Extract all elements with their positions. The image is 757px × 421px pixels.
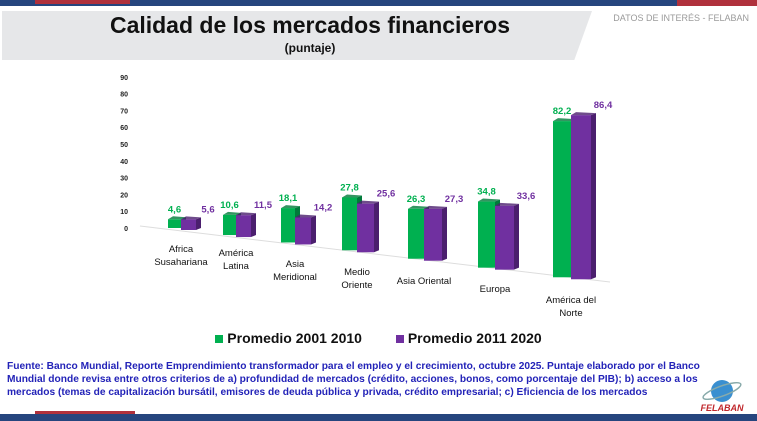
data-label: 34,8 [477, 187, 496, 198]
y-tick-label: 90 [120, 75, 128, 82]
title-panel [2, 11, 592, 60]
top-bar [0, 0, 757, 6]
data-label: 14,2 [314, 202, 333, 213]
data-label: 10,6 [220, 200, 239, 211]
category-label: Asia [286, 259, 305, 270]
data-label: 27,8 [340, 182, 359, 193]
bar-2001-2010 [408, 208, 424, 259]
data-label: 86,4 [594, 100, 613, 111]
bar-top [553, 118, 576, 122]
bar-side [374, 201, 379, 253]
bottom-accent [35, 411, 135, 415]
bottom-bar [0, 414, 757, 421]
floor-line [139, 225, 611, 283]
bar-top [236, 212, 256, 216]
data-label: 82,2 [553, 106, 572, 117]
bar-2011-2020 [424, 208, 442, 261]
y-tick-label: 10 [120, 209, 128, 216]
legend-swatch [215, 335, 224, 343]
bar-top [342, 194, 362, 198]
top-accent-right [677, 0, 757, 6]
category-label: Asia Oriental [397, 276, 451, 287]
bar-top [478, 198, 500, 202]
bar-2001-2010 [553, 121, 571, 278]
bar-top [424, 205, 447, 209]
legend-label: Promedio 2001 2010 [227, 330, 362, 346]
data-label: 33,6 [517, 191, 536, 202]
header-tag: DATOS DE INTERÉS - FELABAN [613, 13, 749, 23]
bar-side [196, 217, 201, 230]
data-label: 26,3 [407, 194, 426, 205]
bar-2011-2020 [181, 219, 196, 230]
bar-2001-2010 [281, 208, 295, 243]
bar-top [357, 200, 379, 204]
bar-2001-2010 [223, 214, 236, 236]
bar-top [281, 205, 300, 209]
bar-top [408, 205, 429, 209]
chart-title: Calidad de los mercados financieros [109, 12, 511, 38]
bar-2001-2010 [478, 201, 495, 268]
y-tick-label: 0 [124, 226, 128, 233]
category-label: Norte [559, 308, 582, 319]
chart-subtitle: (puntaje) [284, 41, 336, 55]
bar-side [251, 213, 256, 238]
bar-top [571, 112, 596, 116]
legend-item-2001-2010: Promedio 2001 2010 [215, 330, 362, 346]
data-label: 27,3 [445, 194, 464, 205]
y-tick-label: 60 [120, 125, 128, 132]
y-tick-label: 40 [120, 159, 128, 166]
bar-top [168, 216, 186, 220]
y-tick-label: 70 [120, 108, 128, 115]
y-tick-label: 80 [120, 92, 128, 99]
bar-side [311, 215, 316, 245]
bar-2011-2020 [571, 115, 591, 280]
category-label: Meridional [273, 272, 317, 283]
data-label: 25,6 [377, 189, 396, 200]
bar-2011-2020 [357, 203, 374, 253]
legend-label: Promedio 2011 2020 [407, 330, 542, 346]
legend-swatch [395, 335, 404, 343]
category-label: Africa [169, 244, 194, 255]
felaban-logo: FELABAN [701, 380, 744, 413]
bar-top [181, 216, 201, 220]
legend: Promedio 2001 2010 Promedio 2011 2020 [0, 330, 757, 346]
data-label: 11,5 [254, 200, 273, 211]
bar-chart: 0 10 20 30 40 50 60 70 80 90 4,6 5,6 Africa Susaharia… [120, 75, 613, 319]
bar-top [295, 214, 316, 218]
data-label: 5,6 [201, 204, 214, 215]
bar-side [514, 203, 519, 270]
source-note: Fuente: Banco Mundial, Reporte Emprendim… [7, 361, 700, 398]
y-tick-label: 30 [120, 176, 128, 183]
bar-side [591, 113, 596, 280]
bar-2001-2010 [168, 219, 181, 228]
top-accent [35, 0, 130, 4]
bar-2011-2020 [295, 217, 311, 245]
category-label: Europa [480, 284, 511, 295]
category-label: Medio [344, 267, 370, 278]
data-label: 4,6 [168, 204, 181, 215]
category-label: América del [546, 295, 596, 306]
legend-item-2011-2020: Promedio 2011 2020 [395, 330, 542, 346]
category-label: Oriente [341, 280, 372, 291]
category-label: Susahariana [154, 257, 208, 268]
svg-text:FELABAN: FELABAN [701, 403, 744, 413]
data-label: 18,1 [279, 193, 298, 204]
bar-2011-2020 [495, 205, 514, 270]
category-label: Latina [223, 261, 250, 272]
bar-top [495, 202, 519, 206]
y-tick-label: 20 [120, 192, 128, 199]
bar-2001-2010 [342, 197, 357, 251]
category-label: América [219, 248, 255, 259]
bar-2011-2020 [236, 215, 251, 238]
bar-side [442, 206, 447, 261]
bar-top [223, 211, 241, 215]
y-tick-label: 50 [120, 142, 128, 149]
